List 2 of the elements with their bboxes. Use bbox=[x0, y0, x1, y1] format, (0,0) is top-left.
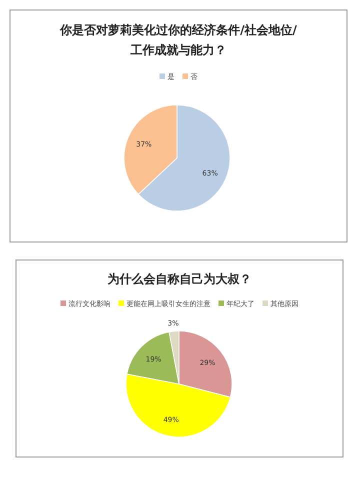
chart-title: 你是否对萝莉美化过你的经济条件/社会地位/工作成就与能力？ bbox=[59, 23, 298, 57]
chart-title: 为什么会自称自己为大叔？ bbox=[108, 272, 252, 286]
